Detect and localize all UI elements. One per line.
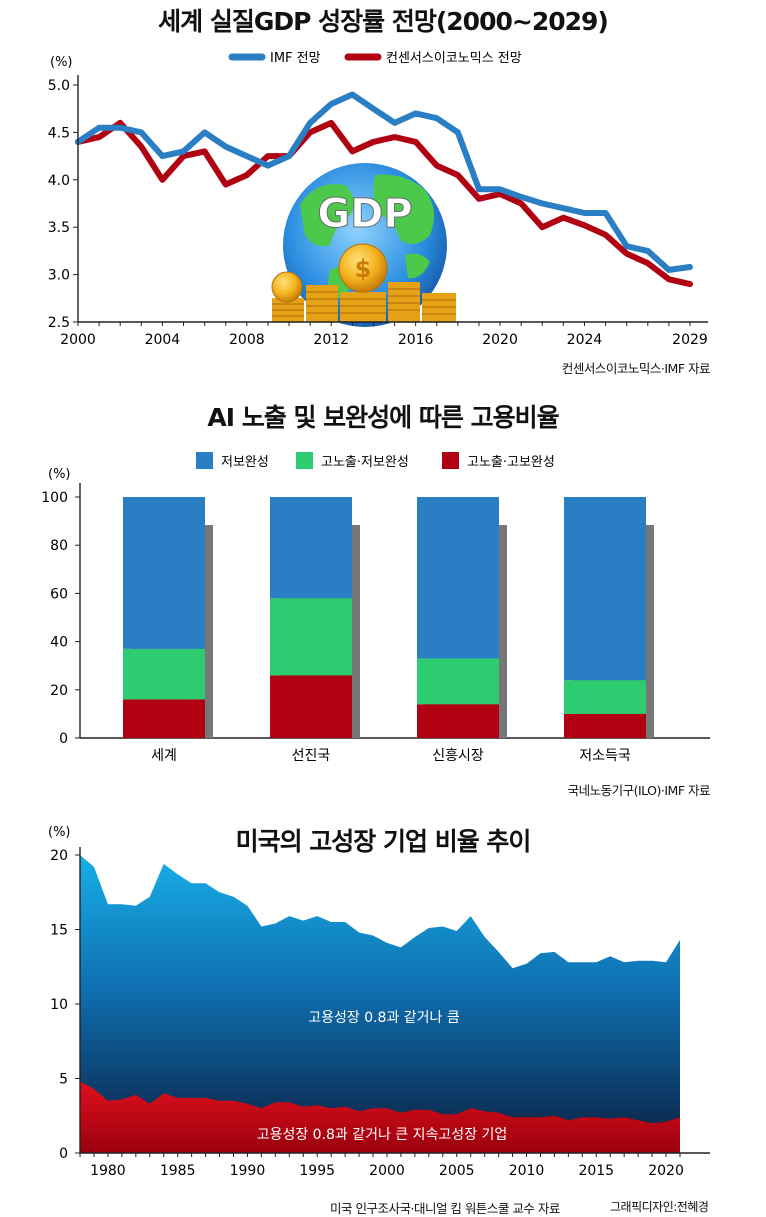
coin-stacks: $	[271, 243, 456, 322]
x-tick-label: 2004	[145, 332, 181, 348]
bar-segment	[417, 704, 499, 738]
chart3-y-unit: (%)	[48, 825, 71, 840]
x-tick-label: 2008	[229, 332, 265, 348]
series-line-imf	[75, 91, 693, 273]
y-tick-label: 4.0	[48, 173, 70, 189]
x-tick-label: 선진국	[292, 748, 331, 764]
x-tick-label: 2020	[648, 1163, 684, 1179]
x-tick-label: 신흥시장	[432, 748, 484, 764]
legend-label: IMF 전망	[270, 51, 321, 66]
series-line-consensus	[75, 119, 693, 288]
area-series-sustained-high-growth	[80, 1081, 680, 1153]
y-tick-label: 10	[50, 997, 68, 1013]
y-tick-label: 5	[59, 1072, 68, 1088]
x-tick-label: 2010	[509, 1163, 545, 1179]
legend-swatch	[196, 452, 213, 469]
x-tick-label: 1995	[299, 1163, 335, 1179]
chart2-title: AI 노출 및 보완성에 따른 고용비율	[207, 403, 559, 432]
legend-label: 저보완성	[221, 455, 269, 470]
y-tick-label: 15	[50, 923, 68, 939]
bar-segment	[123, 648, 205, 700]
x-tick-label: 2024	[567, 332, 603, 348]
bar-segment	[564, 497, 646, 681]
chart3-title: 미국의 고성장 기업 비율 추이	[235, 827, 532, 856]
svg-text:$: $	[355, 255, 372, 283]
y-tick-label: 0	[59, 731, 68, 747]
chart1-legend: IMF 전망 컨센서스이코노믹스 전망	[228, 51, 522, 66]
y-tick-label: 3.0	[48, 268, 70, 284]
chart3-source: 미국 인구조사국·대니얼 킴 워튼스쿨 교수 자료	[330, 1201, 560, 1216]
x-tick-label: 저소득국	[579, 748, 631, 764]
y-tick-label: 100	[41, 490, 68, 506]
x-tick-label: 2029	[672, 332, 708, 348]
globe-illustration: GDP $	[271, 163, 456, 327]
y-tick-label: 0	[59, 1146, 68, 1162]
globe-gdp-label: GDP	[317, 191, 412, 237]
legend-label: 고노출·고보완성	[467, 455, 555, 470]
bar-segment	[417, 658, 499, 705]
area-series-high-growth	[80, 855, 680, 1153]
y-tick-label: 2.5	[48, 315, 70, 331]
y-tick-label: 20	[50, 683, 68, 699]
chart1-svg: IMF 전망 컨센서스이코노믹스 전망 (%) GDP	[48, 51, 708, 348]
y-tick-label: 3.5	[48, 220, 70, 236]
legend-swatch	[296, 452, 313, 469]
y-tick-label: 40	[50, 635, 68, 651]
x-tick-label: 2012	[313, 332, 349, 348]
y-tick-label: 80	[50, 538, 68, 554]
y-tick-label: 5.0	[48, 78, 70, 94]
chart3-credit: 그래픽디자인:전혜경	[610, 1200, 709, 1214]
chart1-y-unit: (%)	[50, 55, 73, 70]
x-tick-label: 1980	[90, 1163, 126, 1179]
x-tick-label: 2020	[482, 332, 518, 348]
legend-label: 컨센서스이코노믹스 전망	[386, 51, 522, 66]
y-tick-label: 20	[50, 848, 68, 864]
x-tick-label: 2000	[369, 1163, 405, 1179]
bar-segment	[123, 699, 205, 738]
x-tick-label: 세계	[151, 748, 177, 764]
bar-segment	[417, 497, 499, 659]
chart2-source: 국네노동기구(ILO)·IMF 자료	[567, 783, 711, 798]
bar-segment	[123, 497, 205, 649]
x-tick-label: 2000	[60, 332, 96, 348]
y-tick-label: 60	[50, 586, 68, 602]
bar-segment	[564, 680, 646, 714]
legend-label: 고노출·저보완성	[321, 455, 409, 470]
bar-segment	[270, 497, 352, 599]
x-tick-label: 1990	[230, 1163, 266, 1179]
bar-segment	[270, 598, 352, 676]
chart2-legend: 저보완성 고노출·저보완성 고노출·고보완성	[196, 452, 555, 470]
x-tick-label: 2016	[398, 332, 434, 348]
legend-swatch	[442, 452, 459, 469]
chart2-svg: 저보완성 고노출·저보완성 고노출·고보완성 (%) 100 80 60 40 20 0 세계…	[41, 452, 710, 764]
chart1-source: 컨센서스이코노믹스·IMF 자료	[561, 361, 711, 376]
y-tick-label: 4.5	[48, 125, 70, 141]
bar-segment	[270, 675, 352, 738]
chart3-label-blue: 고용성장 0.8과 같거나 큼	[308, 1010, 460, 1026]
x-tick-label: 2005	[439, 1163, 475, 1179]
chart2-y-unit: (%)	[48, 467, 71, 482]
bar-segment	[564, 713, 646, 738]
chart1-title: 세계 실질GDP 성장률 전망(2000~2029)	[158, 7, 609, 36]
x-tick-label: 2015	[578, 1163, 614, 1179]
x-tick-label: 1985	[160, 1163, 196, 1179]
chart3-label-red: 고용성장 0.8과 같거나 큰 지속고성장 기업	[257, 1127, 508, 1143]
